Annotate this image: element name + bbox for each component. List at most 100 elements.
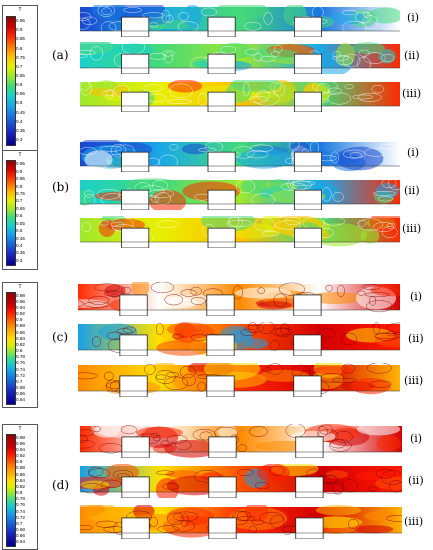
legend-tick-label: 0.86 [16,329,25,335]
legend-tick-label: 0.66 [16,391,25,397]
legend-tick-label: 0.72 [16,514,25,520]
legend-tick-label: 0.8 [16,183,23,189]
legend-tick-label: 0.86 [16,471,25,477]
group-label: (a) [52,48,69,62]
legend-ticks: 0.95 0.9 0.85 0.8 0.75 0.7 0.65 0.6 0.55 0.5 0.45 0… [16,16,36,144]
contour-panel [80,42,400,74]
legend-tick-label: 0.78 [16,354,25,360]
legend-tick-label: 0.45 [16,235,25,241]
legend-tick-label: 0.74 [16,366,25,372]
row-label: (ii) [408,474,424,487]
legend-tick-label: 0.65 [16,72,25,78]
legend-tick-label: 0.9 [16,27,23,33]
legend-title: T [18,7,22,13]
legend-tick-label: 0.55 [16,91,25,97]
legend-tick-label: 0.6 [16,82,23,88]
contour-panel [80,216,400,248]
legend-bar [6,160,16,266]
legend-tick-label: 0.64 [16,397,25,403]
row-label: (iii) [404,515,424,528]
legend-tick-label: 0.96 [16,440,25,446]
contour-panel [80,424,402,458]
legend-ticks: 0.98 0.96 0.94 0.92 0.9 0.88 0.86 0.84 0.82 0.8 0.… [16,434,36,545]
contour-panel [78,282,400,316]
legend-tick-label: 0.8 [16,490,23,496]
legend-tick-label: 0.7 [16,520,23,526]
legend-tick-label: 0.75 [16,54,25,60]
row-label: (iii) [402,87,422,100]
group-label: (b) [52,180,70,194]
legend-tick-label: 0.66 [16,533,25,539]
legend-tick-label: 0.92 [16,311,25,317]
colorbar-legend: T 0.95 0.9 0.85 0.8 0.75 0.7 0.65 0.6 0.55 0.5 0.4… [2,5,38,152]
legend-tick-label: 0.88 [16,465,25,471]
legend-tick-label: 0.95 [16,161,25,167]
legend-tick-label: 0.65 [16,205,25,211]
legend-bar [6,434,16,547]
colorbar-legend: T 0.98 0.96 0.94 0.92 0.9 0.88 0.86 0.84 0.82 0.8… [2,282,38,408]
legend-tick-label: 0.55 [16,220,25,226]
row-label: (ii) [404,184,420,197]
row-label: (i) [407,11,420,24]
legend-tick-label: 0.4 [16,242,23,248]
legend-tick-label: 0.7 [16,63,23,69]
legend-tick-label: 0.5 [16,100,23,106]
legend-tick-label: 0.9 [16,317,23,323]
legend-tick-label: 0.85 [16,36,25,42]
legend-tick-label: 0.9 [16,168,23,174]
legend-tick-label: 0.96 [16,298,25,304]
legend-tick-label: 0.88 [16,323,25,329]
row-label: (iii) [402,222,422,235]
legend-tick-label: 0.3 [16,136,23,142]
legend-tick-label: 0.4 [16,118,23,124]
legend-tick-label: 0.82 [16,483,25,489]
legend-tick-label: 0.82 [16,341,25,347]
legend-tick-label: 0.45 [16,109,25,115]
legend-tick-label: 0.68 [16,385,25,391]
legend-tick-label: 0.6 [16,213,23,219]
legend-tick-label: 0.8 [16,45,23,51]
legend-tick-label: 0.64 [16,539,25,545]
legend-tick-label: 0.7 [16,198,23,204]
legend-bar [6,16,16,146]
legend-tick-label: 0.3 [16,257,23,263]
legend-tick-label: 0.76 [16,360,25,366]
contour-panel [80,140,400,172]
row-label: (ii) [408,332,424,345]
legend-tick-label: 0.74 [16,508,25,514]
row-label: (i) [410,290,423,303]
contour-panel [80,505,402,539]
legend-title: T [18,284,22,290]
legend-tick-label: 0.9 [16,459,23,465]
legend-bar [6,292,16,405]
colorbar-legend: T 0.95 0.9 0.85 0.8 0.75 0.7 0.65 0.6 0.55 0.5 0.4… [2,150,38,270]
colorbar-legend: T 0.98 0.96 0.94 0.92 0.9 0.88 0.86 0.84 0.82 0.8… [2,424,38,550]
legend-tick-label: 0.75 [16,190,25,196]
contour-panel [78,322,400,356]
legend-tick-label: 0.94 [16,304,25,310]
row-label: (ii) [404,49,420,62]
row-label: (i) [407,146,420,159]
legend-tick-label: 0.98 [16,434,25,440]
legend-tick-label: 0.94 [16,446,25,452]
contour-panel [80,464,402,498]
legend-tick-label: 0.92 [16,453,25,459]
legend-title: T [18,152,22,158]
legend-ticks: 0.98 0.96 0.94 0.92 0.9 0.88 0.86 0.84 0.82 0.8 0.… [16,292,36,403]
legend-tick-label: 0.68 [16,527,25,533]
legend-tick-label: 0.95 [16,18,25,24]
row-label: (i) [410,432,423,445]
legend-tick-label: 0.7 [16,378,23,384]
legend-tick-label: 0.5 [16,228,23,234]
contour-panel [80,80,400,112]
legend-tick-label: 0.35 [16,127,25,133]
legend-tick-label: 0.78 [16,496,25,502]
contour-panel [80,178,400,210]
group-label: (c) [52,330,69,344]
legend-tick-label: 0.8 [16,348,23,354]
legend-tick-label: 0.76 [16,502,25,508]
contour-panel [80,5,400,37]
legend-tick-label: 0.84 [16,477,25,483]
contour-panel [78,363,400,397]
legend-ticks: 0.95 0.9 0.85 0.8 0.75 0.7 0.65 0.6 0.55 0.5 0.45 0… [16,160,36,264]
